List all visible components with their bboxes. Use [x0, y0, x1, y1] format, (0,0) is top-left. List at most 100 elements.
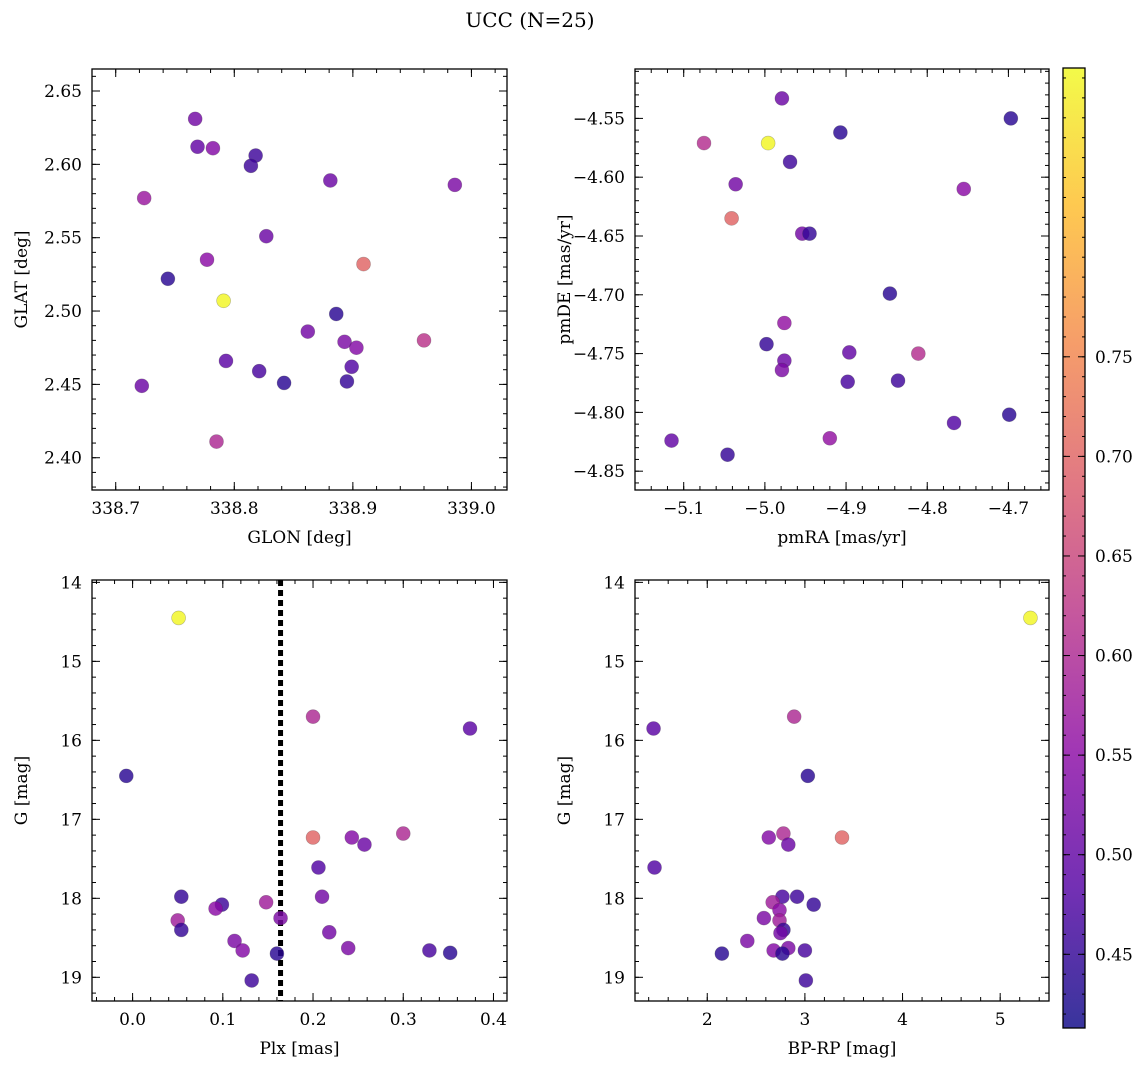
scatter-point: [789, 889, 805, 905]
scatter-point: [118, 768, 134, 784]
y-tick-label: −4.85: [573, 462, 625, 482]
scatter-point: [797, 943, 813, 958]
scatter-points: [134, 111, 463, 449]
scatter-point: [314, 889, 330, 905]
colorbar-tick-label: 0.70: [1095, 447, 1133, 467]
scatter-point: [340, 940, 356, 956]
y-tick-label: 14: [603, 573, 625, 593]
colorbar-tick-label: 0.75: [1095, 348, 1133, 368]
x-tick-label: −4.7: [988, 499, 1029, 519]
scatter-point: [800, 768, 816, 784]
scatter-points: [664, 91, 1019, 463]
scatter-point: [216, 293, 231, 309]
scatter-point: [447, 177, 463, 193]
x-tick-label: 0.2: [300, 1010, 327, 1030]
scatter-point: [269, 946, 285, 961]
x-tick-label: 4: [897, 1010, 908, 1030]
y-tick-label: 2.50: [44, 302, 82, 322]
colorbar-tick-label: 0.65: [1095, 547, 1133, 567]
y-tick-label: 2.40: [44, 449, 82, 469]
scatter-point: [328, 306, 344, 322]
y-tick-label: 17: [603, 810, 625, 830]
scatter-point: [339, 374, 355, 389]
x-tick-label: 338.8: [210, 499, 259, 519]
colorbar: 0.45 0.50 0.55 0.60 0.65 0.70 0.75: [1062, 67, 1133, 1029]
x-tick-label: −4.9: [825, 499, 866, 519]
scatter-point: [780, 837, 796, 852]
y-tick-label: 16: [603, 731, 625, 751]
scatter-point: [251, 363, 267, 379]
x-tick-label: 338.7: [91, 499, 140, 519]
scatter-point: [356, 256, 371, 272]
axes-frame: [91, 579, 508, 1002]
scatter-point: [822, 430, 838, 446]
scatter-point: [646, 721, 661, 736]
scatter-point: [244, 973, 259, 988]
scatter-point: [258, 228, 274, 244]
colorbar-tick-label: 0.50: [1095, 846, 1133, 866]
scatter-point: [728, 176, 743, 192]
scatter-point: [756, 910, 772, 926]
colorbar-frame: [1062, 67, 1086, 1029]
scatter-point: [174, 922, 189, 938]
y-tick-label: −4.70: [573, 286, 625, 306]
scatter-point: [171, 610, 186, 626]
scatter-point: [344, 830, 360, 845]
scatter-point: [190, 139, 205, 155]
y-tick-label: −4.55: [573, 109, 625, 129]
panel-glon-glat: 338.7 338.8 338.9 339.0 2.40 2.45 2.50 2.55 2.60…: [12, 68, 508, 548]
x-axis-label: GLON [deg]: [247, 528, 351, 548]
scatter-point: [786, 709, 802, 724]
scatter-point: [1023, 610, 1038, 626]
scatter-point: [136, 190, 152, 206]
minor-ticks: [91, 69, 507, 490]
scatter-point: [258, 894, 274, 910]
scatter-point: [349, 340, 364, 356]
scatter-point: [357, 837, 372, 852]
scatter-point: [759, 336, 774, 352]
scatter-point: [187, 111, 203, 127]
y-tick-label: −4.60: [573, 168, 625, 188]
scatter-point: [882, 286, 898, 301]
scatter-point: [890, 373, 906, 388]
x-tick-label: 0.1: [209, 1010, 236, 1030]
scatter-point: [416, 333, 432, 348]
scatter-point: [777, 315, 792, 331]
scatter-point: [946, 415, 962, 431]
y-tick-label: −4.65: [573, 227, 625, 247]
scatter-point: [243, 158, 259, 174]
scatter-point: [1001, 407, 1017, 423]
x-tick-label: −5.1: [663, 499, 704, 519]
panel-pmra-pmde: −5.1 −5.0 −4.9 −4.8 −4.7 −4.55 −4.60 −4.65 −4.70…: [555, 68, 1050, 548]
y-tick-label: 15: [603, 652, 625, 672]
scatter-point: [337, 334, 352, 350]
y-axis-label: pmDE [mas/yr]: [555, 214, 575, 344]
scatter-point: [321, 924, 337, 940]
scatter-point: [235, 943, 250, 958]
y-axis-label: G [mag]: [555, 756, 575, 825]
scatter-point: [834, 830, 850, 845]
scatter-point: [174, 889, 189, 905]
axes-frame: [634, 579, 1050, 1002]
scatter-point: [760, 135, 776, 151]
y-axis-label: G [mag]: [12, 756, 32, 825]
x-tick-label: 0.0: [119, 1010, 146, 1030]
scatter-point: [782, 154, 798, 170]
scatter-point: [774, 362, 790, 378]
scatter-point: [739, 933, 755, 949]
scatter-point: [208, 901, 223, 916]
x-tick-label: −4.8: [907, 499, 948, 519]
y-axis-label: GLAT [deg]: [12, 230, 32, 328]
y-tick-label: 19: [60, 968, 82, 988]
y-tick-label: 14: [60, 573, 82, 593]
scatter-point: [833, 125, 848, 140]
scatter-point: [199, 252, 215, 267]
scatter-point: [227, 933, 242, 949]
x-tick-label: 5: [995, 1010, 1006, 1030]
y-tick-label: −4.75: [573, 345, 625, 365]
x-tick-label: −5.0: [744, 499, 785, 519]
scatter-point: [134, 378, 150, 394]
scatter-point: [323, 173, 338, 188]
scatter-point: [209, 434, 224, 449]
